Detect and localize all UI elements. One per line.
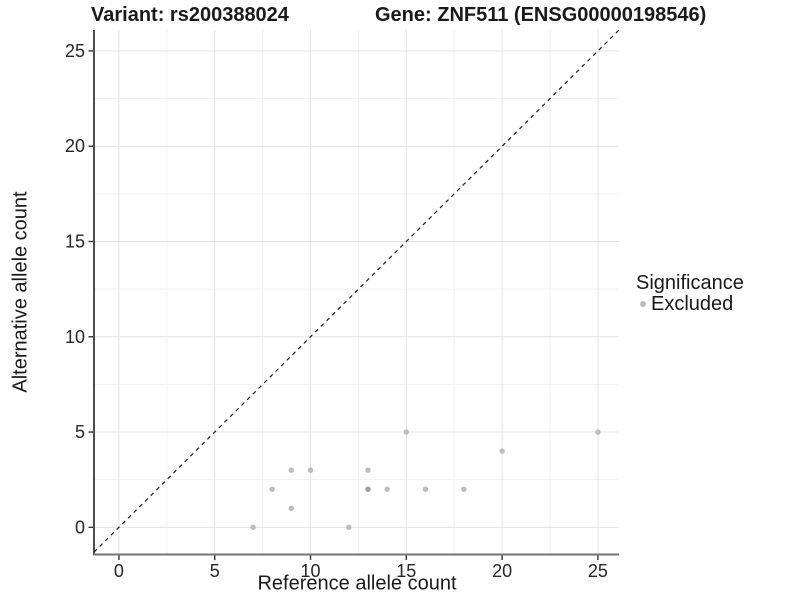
legend-key-dot-icon — [640, 301, 646, 307]
x-tick-label: 15 — [396, 561, 416, 581]
data-point — [288, 505, 295, 511]
data-point — [499, 448, 505, 454]
data-point — [288, 467, 295, 473]
data-point — [269, 486, 275, 492]
x-tick-label: 25 — [588, 561, 608, 581]
y-tick-label: 10 — [65, 327, 85, 347]
data-point — [250, 524, 256, 531]
legend-item-excluded: Excluded — [640, 292, 744, 315]
data-point — [346, 524, 352, 531]
x-axis-label: Reference allele count — [257, 572, 457, 595]
x-tick-label: 5 — [210, 561, 220, 581]
plot-title-gene: Gene: ZNF511 (ENSG00000198546) — [375, 4, 707, 26]
data-point — [384, 486, 390, 492]
x-tick-label: 0 — [114, 561, 124, 581]
legend: Significance Excluded — [636, 272, 744, 315]
data-point — [595, 429, 601, 435]
y-tick-label: 20 — [65, 136, 85, 156]
y-tick-label: 25 — [65, 41, 85, 61]
data-point — [365, 486, 371, 492]
y-tick-label: 0 — [75, 517, 85, 537]
y-tick-label: 5 — [75, 422, 85, 442]
y-tick-label: 15 — [65, 232, 85, 252]
data-point — [403, 429, 410, 435]
data-point — [307, 467, 314, 473]
data-point — [422, 486, 429, 492]
plot-title-variant: Variant: rs200388024 — [91, 4, 289, 26]
identity-line — [93, 29, 620, 553]
x-tick-label: 10 — [300, 561, 320, 581]
data-point — [461, 486, 467, 492]
x-tick-label: 20 — [492, 561, 512, 581]
legend-item-label: Excluded — [651, 292, 734, 315]
data-point — [365, 467, 371, 473]
legend-title: Significance — [636, 272, 744, 294]
